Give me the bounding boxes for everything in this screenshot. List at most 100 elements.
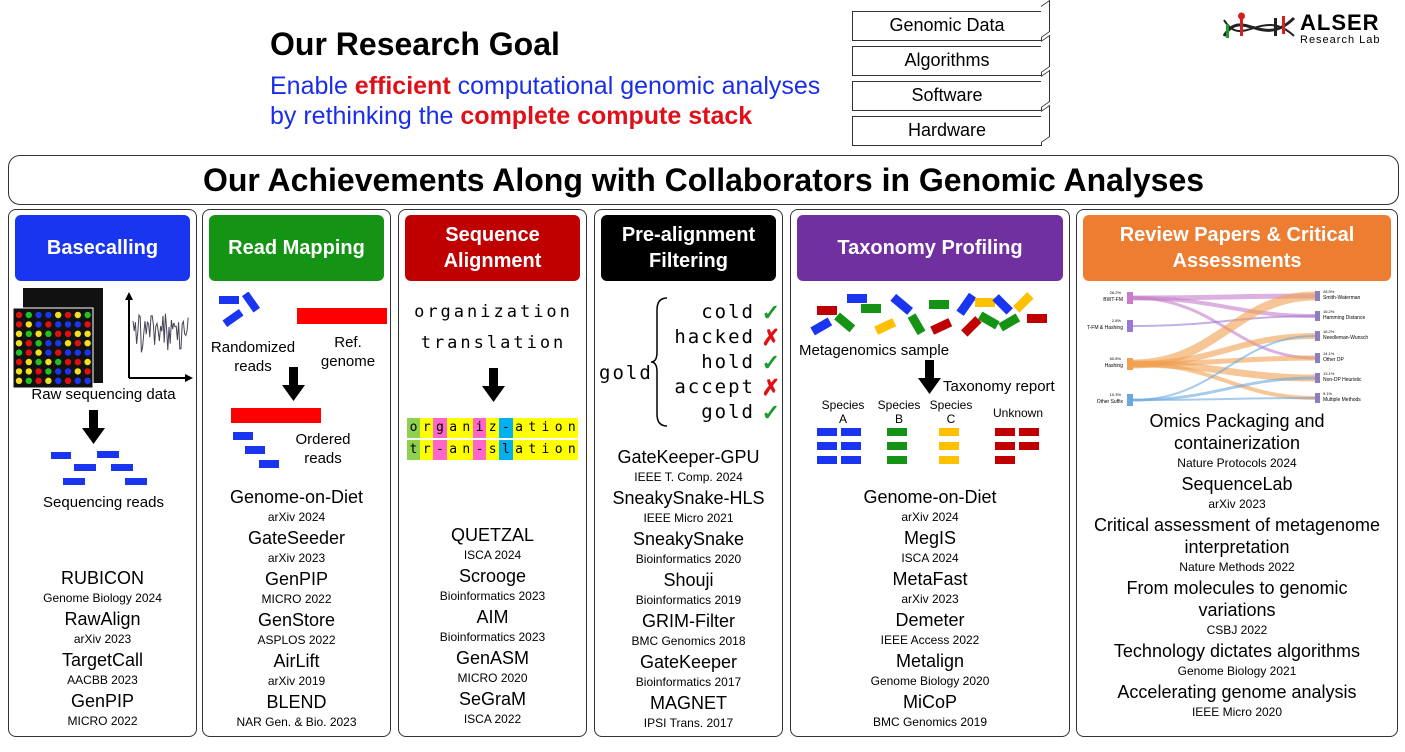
goal-title: Our Research Goal: [270, 26, 560, 62]
alignment-char: n: [565, 440, 579, 460]
fluorescence-dot: [84, 368, 91, 375]
pub-name: Genome-on-Diet: [863, 487, 997, 507]
pub-venue: ISCA 2024: [901, 551, 959, 565]
sankey-left-label: Hashing: [1105, 363, 1124, 369]
down-arrow-icon: [482, 368, 505, 402]
pub-name: SneakySnake-HLS: [612, 488, 765, 508]
sankey-flow: [1132, 315, 1316, 327]
check-icon: ✓: [761, 300, 780, 325]
sankey-node: [1127, 320, 1133, 332]
pub-venue: arXiv 2023: [1208, 497, 1266, 511]
fluorescence-dot: [74, 368, 81, 375]
cross-icon: ✗: [761, 325, 780, 350]
pub-venue: Nature Protocols 2024: [1177, 456, 1297, 470]
review-pubs: Omics Packaging and containerization Nat…: [1077, 410, 1397, 722]
pub-name: BLEND: [266, 692, 327, 712]
alignment-char: o: [552, 440, 566, 460]
fluorescence-dot: [84, 330, 91, 337]
candidate-word: cold: [701, 301, 755, 323]
column-read-mapping: Read Mapping Randomized reads Ref. genom…: [202, 209, 391, 737]
alignment-char: o: [407, 418, 421, 438]
stack-algorithms: Algorithms: [852, 46, 1042, 76]
raw-data-label: Raw sequencing data: [31, 386, 176, 403]
fluorescence-dot: [35, 368, 42, 375]
randomized-reads-icon: [219, 292, 387, 328]
fluorescence-dot: [45, 321, 52, 328]
pub-venue: MICRO 2022: [67, 714, 138, 728]
goal-emph-efficient: efficient: [354, 72, 451, 100]
fluorescence-dot: [74, 340, 81, 347]
fluorescence-dot: [64, 321, 72, 328]
pub-name: MAGNET: [649, 693, 727, 713]
taxonomy-report-bars: [817, 428, 1039, 464]
fluorescence-dot: [35, 377, 42, 384]
alignment-char: r: [420, 440, 434, 460]
fluorescence-dot: [25, 349, 32, 356]
alignment-char: t: [407, 440, 421, 460]
pub-name: MetaFast: [892, 569, 968, 589]
fluorescence-dot: [15, 340, 23, 347]
goal-emph-stack: complete compute stack: [460, 102, 753, 130]
pub-venue: arXiv 2023: [73, 632, 132, 646]
pub-venue: Bioinformatics 2017: [635, 675, 742, 689]
stack-software: Software: [852, 81, 1042, 111]
logo-name: ALSER: [1300, 10, 1380, 35]
fluorescence-dot: [45, 368, 52, 375]
fluorescence-dot: [64, 358, 72, 366]
down-arrow-icon: [82, 410, 105, 444]
alignment-char: r: [420, 418, 434, 438]
sankey-node: [1315, 311, 1320, 321]
pub-venue: IEEE Micro 2020: [1191, 705, 1283, 719]
fluorescence-dot: [15, 368, 23, 375]
taxonomy-header: Taxonomy Profiling: [797, 215, 1063, 281]
alignment-char: i: [472, 418, 487, 438]
alignment-char: a: [512, 418, 526, 438]
logo-subtitle: Research Lab: [1300, 34, 1381, 46]
alignment-char: i: [538, 418, 553, 438]
species-letter: B: [894, 412, 903, 426]
sankey-right-label: Needleman-Wunsch: [1323, 335, 1368, 341]
pub-name: TargetCall: [61, 650, 144, 670]
fluorescence-dot: [25, 321, 32, 328]
pub-name: Critical assessment of metagenome interp…: [1093, 515, 1381, 557]
stack-genomic-data: Genomic Data: [852, 11, 1042, 41]
candidate-row: accept ✗: [665, 375, 780, 400]
report-label: Taxonomy report: [943, 378, 1055, 395]
stack-hardware: Hardware: [852, 116, 1042, 146]
pub-name: GenStore: [257, 610, 336, 630]
pub-venue: MICRO 2020: [457, 671, 528, 685]
fluorescence-dot: [45, 311, 52, 319]
sankey-node: [1315, 373, 1320, 383]
fluorescence-dot: [74, 330, 81, 337]
fluorescence-dot: [35, 311, 42, 319]
alignment-char: a: [512, 440, 526, 460]
fluorescence-dot: [55, 340, 62, 347]
fluorescence-dot: [45, 377, 52, 384]
sankey-right-pct: 13.1%: [1323, 371, 1335, 376]
pub-name: Demeter: [895, 610, 965, 630]
sankey-right-label: Multiple Methods: [1323, 397, 1361, 403]
check-icon: ✓: [761, 400, 780, 425]
species-letter: C: [946, 412, 956, 426]
pub-venue: IPSI Trans. 2017: [643, 716, 734, 730]
candidate-row: hold ✓: [665, 350, 780, 375]
goal-line-1a: Enable: [270, 72, 355, 100]
sankey-flow: [1132, 335, 1316, 401]
pub-venue: Bioinformatics 2020: [635, 552, 742, 566]
raw-signal-illustration: [13, 288, 193, 388]
fluorescence-dot: [15, 377, 23, 384]
pub-name: RUBICON: [60, 568, 144, 588]
ordered-reads-label: Ordered reads: [295, 431, 351, 467]
alignment-char: t: [525, 418, 539, 438]
sankey-flow: [1132, 397, 1316, 401]
fluorescence-dot: [84, 311, 91, 319]
candidate-row: gold ✓: [665, 400, 780, 425]
fluorescence-dot: [84, 377, 91, 384]
fluorescence-dot: [35, 321, 42, 328]
pub-name: SeGraM: [458, 689, 527, 709]
fluorescence-dot: [64, 368, 72, 375]
fluorescence-dot: [15, 330, 23, 337]
pub-name: Shouji: [663, 570, 714, 590]
